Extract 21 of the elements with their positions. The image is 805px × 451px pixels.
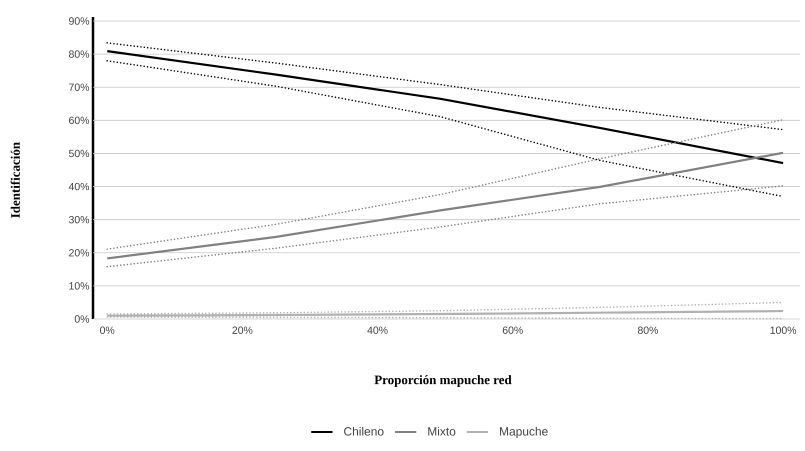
y-tick-label: 70%: [69, 84, 90, 91]
x-tick-label: 80%: [638, 326, 658, 334]
y-tick-label: 80%: [68, 50, 90, 58]
legend-label: Mixto: [428, 426, 456, 436]
y-tick-label: 30%: [68, 216, 90, 224]
y-tick-label: 50%: [68, 150, 90, 158]
x-tick-label: 0%: [100, 326, 114, 334]
y-tick-label: 90%: [69, 17, 90, 25]
y-tick-label: 40%: [68, 182, 90, 190]
y-tick-label: 60%: [69, 116, 90, 124]
y-tick-label: 0%: [74, 315, 90, 323]
x-tick-label: 60%: [502, 326, 523, 334]
x-tick-label: 100%: [770, 326, 796, 334]
legend-label: Mapuche: [500, 426, 548, 438]
y-axis-title: Identificación: [10, 142, 20, 218]
y-tick-label: 10%: [69, 282, 90, 290]
x-tick-label: 40%: [367, 326, 388, 334]
x-axis-title: Proporción mapuche red: [374, 375, 512, 387]
y-tick-label: 20%: [69, 249, 90, 256]
legend-label: Chileno: [344, 426, 384, 436]
x-tick-label: 20%: [232, 326, 252, 334]
